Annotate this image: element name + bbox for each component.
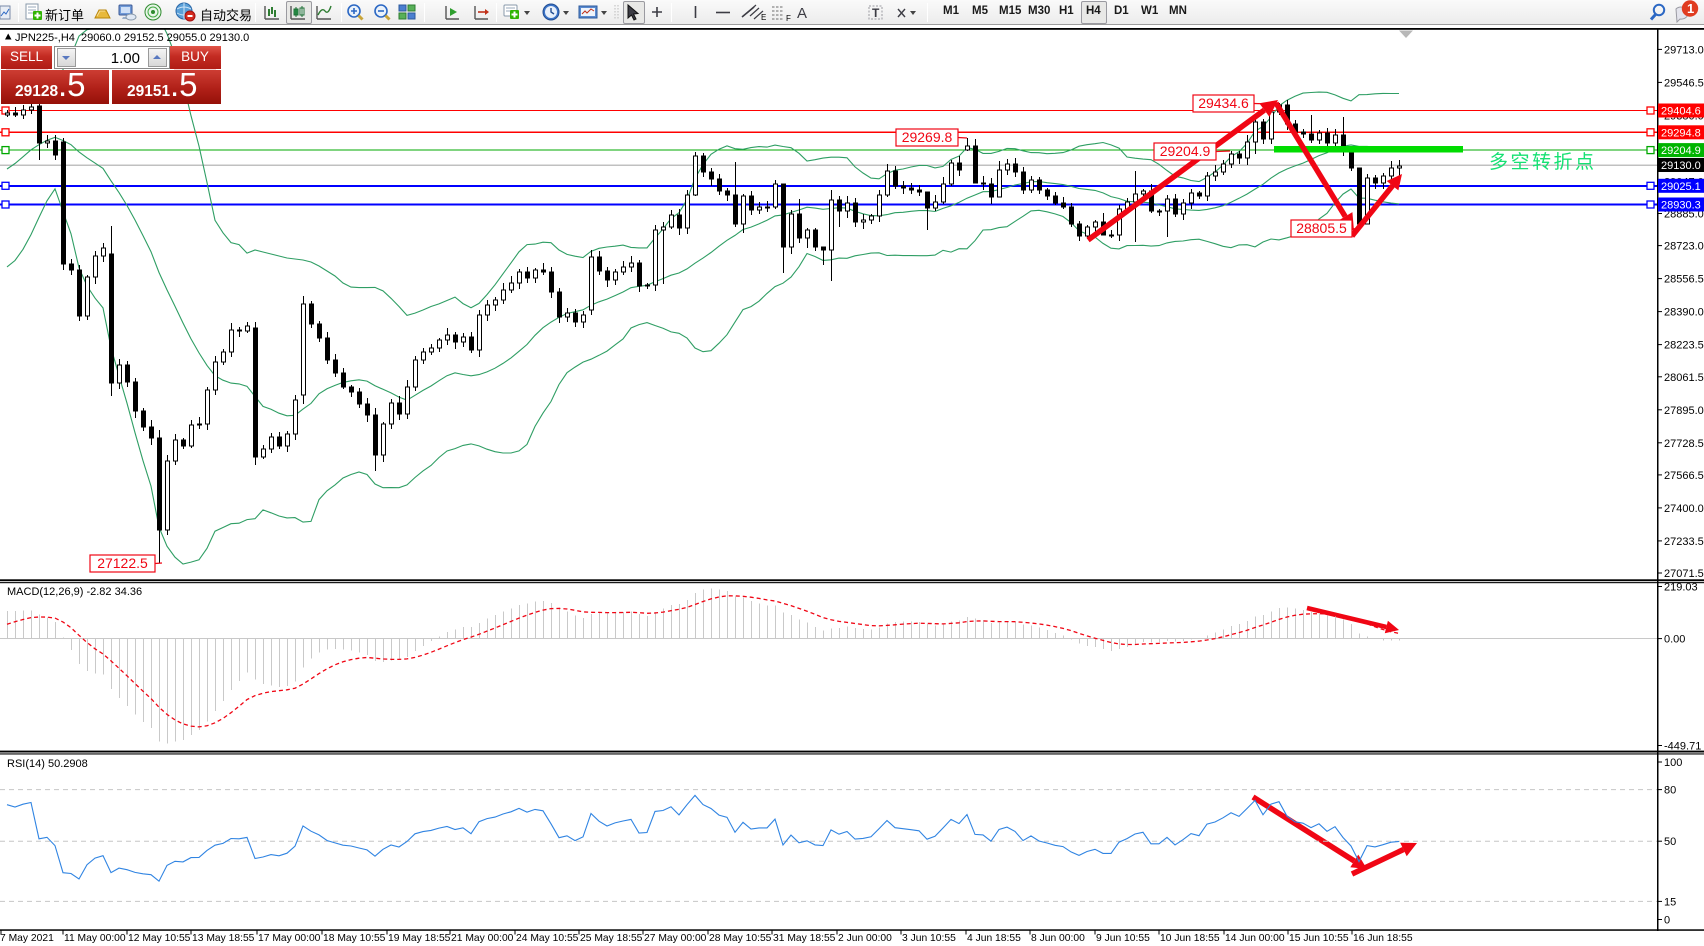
svg-text:28390.0: 28390.0 [1664, 307, 1704, 319]
svg-text:50: 50 [1664, 836, 1676, 848]
svg-text:10 Jun 18:55: 10 Jun 18:55 [1160, 933, 1220, 944]
svg-text:28556.5: 28556.5 [1664, 274, 1704, 286]
svg-text:4 Jun 18:55: 4 Jun 18:55 [967, 933, 1021, 944]
svg-text:28061.5: 28061.5 [1664, 372, 1704, 384]
svg-text:MACD(12,26,9) -2.82 34.36: MACD(12,26,9) -2.82 34.36 [7, 586, 142, 598]
svg-text:100: 100 [1664, 757, 1682, 769]
svg-text:28805.5: 28805.5 [1296, 220, 1347, 236]
svg-text:219.03: 219.03 [1664, 582, 1698, 594]
svg-text:29130.0: 29130.0 [1661, 160, 1701, 172]
svg-text:1: 1 [1687, 1, 1694, 16]
svg-text:27 May 00:00: 27 May 00:00 [644, 933, 707, 944]
svg-text:0: 0 [1664, 915, 1670, 927]
svg-text:JPN225-,H4 29060.0 29152.5 29: JPN225-,H4 29060.0 29152.5 29055.0 29130… [15, 32, 249, 44]
svg-text:8 Jun 00:00: 8 Jun 00:00 [1031, 933, 1085, 944]
svg-text:18 May 10:55: 18 May 10:55 [323, 933, 386, 944]
svg-text:27566.5: 27566.5 [1664, 470, 1704, 482]
svg-text:11 May 00:00: 11 May 00:00 [64, 933, 126, 944]
svg-text:27233.5: 27233.5 [1664, 536, 1704, 548]
svg-text:9 Jun 10:55: 9 Jun 10:55 [1096, 933, 1150, 944]
svg-text:E: E [761, 13, 766, 22]
svg-text:0.00: 0.00 [1664, 634, 1685, 646]
svg-text:21 May 00:00: 21 May 00:00 [451, 933, 514, 944]
svg-text:28 May 10:55: 28 May 10:55 [709, 933, 772, 944]
svg-text:15: 15 [1664, 896, 1676, 908]
svg-text:28723.0: 28723.0 [1664, 241, 1704, 253]
svg-text:多空转折点: 多空转折点 [1489, 151, 1597, 173]
svg-text:29546.5: 29546.5 [1664, 77, 1704, 89]
svg-text:28930.3: 28930.3 [1661, 200, 1701, 212]
svg-text:27895.0: 27895.0 [1664, 405, 1704, 417]
svg-text:29404.6: 29404.6 [1661, 106, 1701, 118]
svg-text:29434.6: 29434.6 [1198, 95, 1249, 111]
svg-text:29269.8: 29269.8 [902, 129, 953, 145]
svg-text:28223.5: 28223.5 [1664, 340, 1704, 352]
svg-text:15 Jun 10:55: 15 Jun 10:55 [1289, 933, 1349, 944]
svg-text:27728.5: 27728.5 [1664, 438, 1704, 450]
svg-text:27071.5: 27071.5 [1664, 568, 1704, 580]
svg-text:14 Jun 00:00: 14 Jun 00:00 [1225, 933, 1285, 944]
svg-text:16 Jun 18:55: 16 Jun 18:55 [1353, 933, 1413, 944]
svg-text:A: A [797, 5, 807, 22]
svg-text:29713.0: 29713.0 [1664, 44, 1704, 56]
svg-text:24 May 10:55: 24 May 10:55 [516, 933, 579, 944]
svg-text:T: T [872, 6, 880, 20]
svg-text:2 Jun 00:00: 2 Jun 00:00 [838, 933, 892, 944]
svg-text:29204.9: 29204.9 [1661, 145, 1701, 157]
svg-text:27400.0: 27400.0 [1664, 503, 1704, 515]
svg-text:12 May 10:55: 12 May 10:55 [128, 933, 191, 944]
svg-text:F: F [786, 14, 791, 23]
svg-text:29025.1: 29025.1 [1661, 181, 1701, 193]
svg-text:7 May 2021: 7 May 2021 [0, 933, 54, 944]
svg-text:31 May 18:55: 31 May 18:55 [773, 933, 836, 944]
svg-text:29294.8: 29294.8 [1661, 127, 1701, 139]
svg-text:-449.71: -449.71 [1664, 741, 1701, 753]
svg-text:19 May 18:55: 19 May 18:55 [388, 933, 451, 944]
svg-text:RSI(14) 50.2908: RSI(14) 50.2908 [7, 758, 88, 770]
svg-text:17 May 00:00: 17 May 00:00 [258, 933, 321, 944]
svg-text:29204.9: 29204.9 [1160, 143, 1211, 159]
svg-text:3 Jun 10:55: 3 Jun 10:55 [902, 933, 956, 944]
svg-text:25 May 18:55: 25 May 18:55 [580, 933, 643, 944]
svg-text:13 May 18:55: 13 May 18:55 [192, 933, 255, 944]
svg-text:27122.5: 27122.5 [97, 555, 148, 571]
svg-text:80: 80 [1664, 785, 1676, 797]
